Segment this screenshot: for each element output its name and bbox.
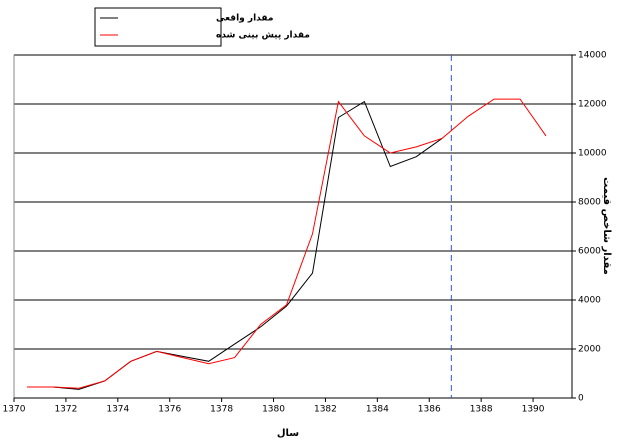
y-tick-label: 14000 — [578, 51, 607, 61]
y-tick-label: 12000 — [578, 100, 607, 110]
y-tick-label: 6000 — [578, 247, 601, 257]
x-tick-label: 1384 — [366, 405, 389, 415]
y-tick-label: 8000 — [578, 198, 601, 208]
x-axis-title: سال — [277, 428, 299, 439]
x-tick-label: 1370 — [3, 405, 26, 415]
y-tick-label: 4000 — [578, 296, 601, 306]
x-tick-label: 1380 — [262, 405, 285, 415]
x-tick-label: 1382 — [314, 405, 337, 415]
legend: مقدار واقعی مقدار پیش بینی شده — [100, 14, 310, 41]
series-line — [27, 98, 547, 389]
x-tick-label: 1374 — [106, 405, 129, 415]
legend-label: مقدار واقعی — [216, 14, 273, 24]
x-tick-label: 1376 — [158, 405, 181, 415]
x-tick-label: 1388 — [470, 405, 493, 415]
x-tick-label: 1386 — [418, 405, 441, 415]
series-line — [27, 100, 443, 390]
legend-box — [94, 7, 222, 47]
x-tick-label: 1378 — [210, 405, 233, 415]
y-tick-label: 2000 — [578, 345, 601, 355]
legend-label: مقدار پیش بینی شده — [216, 31, 310, 41]
y-tick-label: 10000 — [578, 149, 607, 159]
y-axis-title: مقدار شاخص قیمت — [601, 177, 612, 275]
x-tick-label: 1372 — [54, 405, 77, 415]
x-tick-label: 1390 — [522, 405, 545, 415]
y-tick-label: 0 — [578, 394, 584, 404]
